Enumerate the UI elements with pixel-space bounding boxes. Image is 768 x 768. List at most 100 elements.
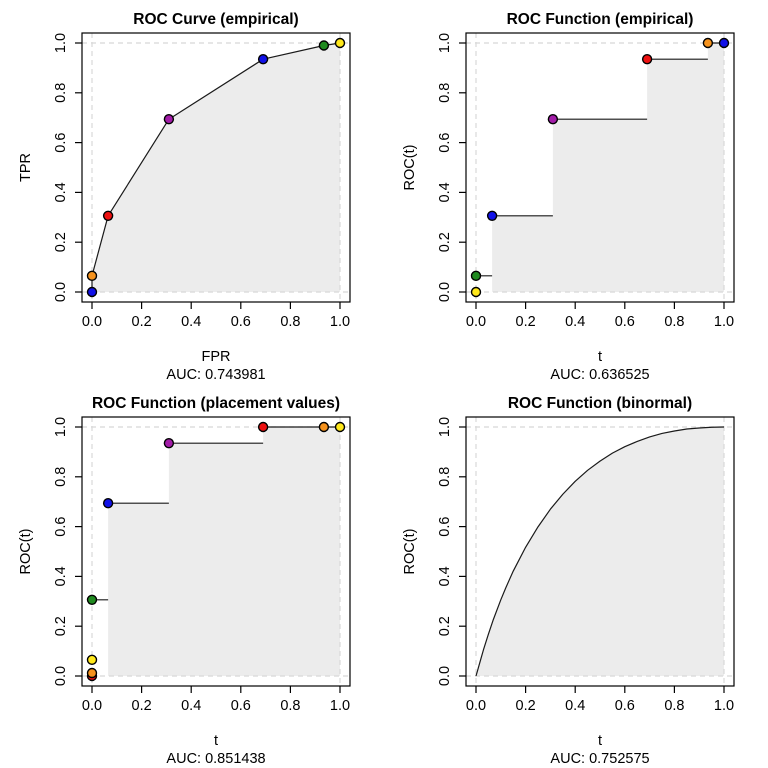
x-tick-label: 0.8 — [664, 698, 684, 714]
y-axis-label: ROC(t) — [18, 529, 34, 575]
plot-box — [81, 32, 351, 303]
y-tick-label: 0.4 — [53, 566, 69, 586]
data-point-orange — [86, 270, 98, 282]
y-tick-label: 0.2 — [53, 232, 69, 252]
x-tick-label: 0.0 — [82, 698, 102, 714]
y-tick-label: 0.0 — [53, 282, 69, 302]
x-tick-label: 0.2 — [516, 314, 536, 330]
data-point-green — [318, 40, 330, 51]
x-tick-label: 0.4 — [565, 698, 585, 714]
y-tick-label: 0.2 — [437, 232, 453, 252]
x-tick-label: 1.0 — [330, 314, 350, 330]
plot-box — [465, 416, 735, 687]
data-point-blue — [257, 53, 269, 65]
data-point-purple — [547, 113, 559, 125]
x-tick-label: 0.4 — [565, 314, 585, 330]
x-tick-label: 1.0 — [714, 314, 734, 330]
data-point-blue — [102, 497, 114, 509]
y-tick-label: 1.0 — [53, 417, 69, 437]
auc-subtitle: AUC: 0.743981 — [166, 367, 265, 383]
y-tick-label: 1.0 — [437, 33, 453, 53]
y-tick-label: 0.0 — [437, 666, 453, 686]
x-axis-label: t — [214, 733, 218, 749]
data-point-green — [86, 594, 98, 606]
data-point-purple — [163, 437, 175, 449]
x-tick-label: 0.6 — [231, 698, 251, 714]
y-tick-label: 1.0 — [437, 417, 453, 437]
x-tick-label: 1.0 — [714, 698, 734, 714]
shade-region — [92, 43, 340, 292]
y-tick-label: 0.0 — [53, 666, 69, 686]
plot-area: 0.0 0.0 0.2 0.2 0.4 0.4 0.6 0.6 0.8 0.8 1.0 1.0 — [437, 416, 735, 714]
x-axis-label: t — [598, 349, 602, 365]
y-axis-label: TPR — [18, 153, 34, 182]
data-point-blue — [718, 37, 730, 49]
y-tick-label: 0.2 — [437, 616, 453, 636]
x-tick-label: 0.4 — [181, 698, 201, 714]
data-point-blue — [86, 286, 98, 298]
x-tick-label: 0.4 — [181, 314, 201, 330]
y-tick-label: 0.6 — [53, 133, 69, 153]
y-tick-label: 0.4 — [437, 566, 453, 586]
x-axis-label: t — [598, 733, 602, 749]
x-tick-label: 1.0 — [330, 698, 350, 714]
chart-title: ROC Function (empirical) — [507, 11, 694, 28]
y-tick-label: 0.4 — [53, 182, 69, 202]
data-point-red — [257, 421, 269, 433]
data-point-orange — [702, 37, 714, 49]
shade-region — [476, 427, 724, 676]
x-tick-label: 0.8 — [664, 314, 684, 330]
x-tick-label: 0.6 — [615, 698, 635, 714]
y-tick-label: 0.0 — [437, 282, 453, 302]
y-tick-label: 0.2 — [53, 616, 69, 636]
panel-roc-function-placement-values: ROC Function (placement values) ROC(t) 0… — [0, 384, 384, 768]
x-tick-label: 0.6 — [231, 314, 251, 330]
plot-box — [81, 416, 351, 687]
panel-roc-function-empirical: ROC Function (empirical) ROC(t) 0.0 0.0 0.… — [384, 0, 768, 384]
y-tick-label: 0.8 — [437, 83, 453, 103]
auc-subtitle: AUC: 0.752575 — [550, 751, 649, 767]
auc-subtitle: AUC: 0.636525 — [550, 367, 649, 383]
y-tick-label: 0.6 — [437, 517, 453, 537]
x-tick-label: 0.2 — [132, 698, 152, 714]
x-tick-label: 0.2 — [516, 698, 536, 714]
y-tick-label: 0.8 — [437, 467, 453, 487]
roc-curve-empirical-chart: ROC Curve (empirical) TPR 0.0 0.0 0.2 0.2 0.… — [18, 11, 351, 383]
y-tick-label: 0.4 — [437, 182, 453, 202]
x-tick-label: 0.6 — [615, 314, 635, 330]
data-point-orange — [86, 667, 98, 679]
x-tick-label: 0.8 — [280, 314, 300, 330]
data-point-yellow — [334, 37, 346, 49]
roc-curve-line — [475, 426, 725, 677]
data-point-yellow — [86, 654, 98, 666]
chart-title: ROC Function (binormal) — [508, 395, 692, 412]
y-tick-label: 0.8 — [53, 467, 69, 487]
roc-function-binormal-chart: ROC Function (binormal) ROC(t) 0.0 0.0 0.2… — [402, 395, 735, 767]
x-tick-label: 0.2 — [132, 314, 152, 330]
data-point-purple — [163, 113, 175, 125]
plot-box — [465, 32, 735, 303]
x-tick-label: 0.0 — [82, 314, 102, 330]
x-tick-label: 0.0 — [466, 698, 486, 714]
plot-area: 0.0 0.0 0.2 0.2 0.4 0.4 0.6 0.6 0.8 0.8 1.0 1.0 — [437, 32, 735, 330]
data-point-red — [102, 210, 114, 222]
y-tick-label: 0.6 — [53, 517, 69, 537]
panel-roc-function-binormal: ROC Function (binormal) ROC(t) 0.0 0.0 0.2… — [384, 384, 768, 768]
auc-subtitle: AUC: 0.851438 — [166, 751, 265, 767]
data-point-yellow — [470, 286, 482, 298]
y-tick-label: 0.8 — [53, 83, 69, 103]
shade-region — [92, 427, 340, 676]
data-point-yellow — [334, 421, 346, 433]
panel-roc-curve-empirical: ROC Curve (empirical) TPR 0.0 0.0 0.2 0.2 0.… — [0, 0, 384, 384]
chart-title: ROC Function (placement values) — [92, 395, 340, 412]
y-axis-label: ROC(t) — [402, 529, 418, 575]
chart-title: ROC Curve (empirical) — [133, 11, 298, 28]
data-point-red — [641, 53, 653, 65]
x-tick-label: 0.8 — [280, 698, 300, 714]
data-point-orange — [318, 421, 330, 433]
y-tick-label: 0.6 — [437, 133, 453, 153]
y-axis-label: ROC(t) — [402, 145, 418, 191]
roc-function-placement-chart: ROC Function (placement values) ROC(t) 0… — [18, 395, 351, 767]
data-point-green — [470, 270, 482, 282]
